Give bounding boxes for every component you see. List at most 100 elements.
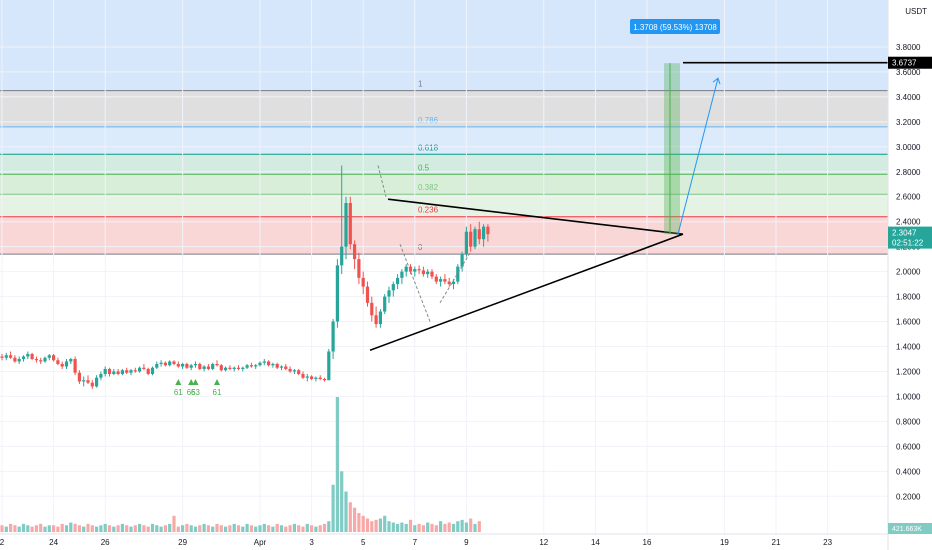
volume-bar [133, 525, 137, 532]
candle-body [34, 358, 38, 361]
candle-body [439, 279, 443, 282]
volume-bar [241, 526, 245, 532]
triangle-upper-trendline[interactable] [387, 198, 684, 235]
dashed-path [399, 243, 431, 322]
volume-bar [163, 525, 167, 532]
time-tick-label: 9 [464, 538, 469, 547]
price-axis[interactable]: USDT 0.2000 0.4000 0.6000 0.8000 1.0000 1.2000… [887, 0, 932, 550]
fib-extension-zone [0, 0, 888, 91]
candle-body [77, 372, 81, 382]
volume-bar [107, 525, 112, 532]
candle-body [103, 368, 107, 374]
volume-bar [13, 525, 17, 532]
volume-bar [120, 523, 124, 532]
candle-body [43, 357, 47, 362]
candle-body [361, 277, 365, 287]
volume-bar [103, 523, 107, 532]
candle-body [267, 361, 271, 366]
volume-bar [262, 523, 266, 532]
volume-bar [47, 525, 51, 532]
trade-arrow-icon [214, 379, 220, 385]
candle-body [82, 380, 86, 382]
candle-body [482, 226, 486, 240]
candle-body [327, 351, 331, 381]
volume-bar [430, 523, 434, 532]
volume-label: 421.663K [892, 526, 922, 533]
candle-body [95, 377, 99, 387]
candle-body [249, 365, 253, 367]
volume-bar [421, 525, 425, 532]
candle-body [344, 202, 348, 247]
candle-body [198, 363, 202, 369]
volume-bar [155, 525, 159, 532]
price-tick-label: 2.6000 [896, 193, 921, 202]
trend-drawings[interactable]: 1.3708 (59.53%) 13708 [369, 19, 888, 352]
volume-bar [99, 525, 103, 532]
volume-bar [125, 525, 129, 532]
volume-bar [181, 525, 185, 532]
volume-bar [378, 518, 382, 532]
trade-annotation-label: 63 [191, 388, 200, 397]
candle-body [378, 311, 382, 325]
fib-level-label: 0.236 [418, 206, 439, 215]
candle-body [279, 366, 284, 368]
candle-body [245, 365, 249, 368]
volume-bar [30, 526, 34, 532]
volume-bar [310, 525, 314, 532]
volume-bar [168, 523, 172, 532]
price-tick-label: 3.2000 [896, 118, 921, 127]
candle-body [159, 362, 163, 364]
price-tick-label: 2.4000 [896, 218, 921, 227]
candle-body [383, 296, 387, 312]
price-tick-label: 0.2000 [896, 492, 921, 501]
volume-bar [275, 523, 279, 532]
candle-body [297, 370, 301, 374]
time-tick-label: 24 [49, 538, 58, 547]
volume-bar [348, 502, 352, 532]
candle-body [17, 358, 21, 362]
grid-lines [0, 0, 888, 535]
candle-body [21, 356, 26, 359]
volume-bar [138, 523, 142, 532]
candle-body [258, 362, 262, 366]
price-range-measure[interactable] [664, 63, 680, 235]
candle-body [52, 355, 56, 361]
candle-body [241, 367, 245, 369]
volume-bar [365, 518, 370, 532]
volume-bar [327, 521, 331, 532]
volume-bar [198, 525, 202, 532]
price-tick-label: 1.2000 [896, 367, 921, 376]
trade-annotation-label: 65 [187, 388, 196, 397]
measure-label: 1.3708 (59.53%) 13708 [633, 23, 717, 32]
candle-body [73, 358, 77, 373]
volume-bar [249, 525, 253, 532]
volume-bar [361, 515, 365, 532]
volume-bar [228, 525, 232, 532]
projection-arrow[interactable] [677, 78, 719, 235]
volume-bar [400, 522, 404, 532]
candle-body [254, 365, 258, 367]
volume-bar [426, 522, 430, 532]
volume-bar [21, 523, 26, 532]
time-axis[interactable]: 2 24 26 29 Apr 3 5 7 9 12 14 16 19 21 23 [0, 533, 888, 547]
time-tick-label: 7 [413, 538, 418, 547]
candle-body [47, 355, 51, 358]
candle-body [219, 365, 223, 371]
candle-body [189, 365, 193, 368]
volume-bar [464, 522, 468, 532]
fib-level-label: 0.382 [418, 183, 439, 192]
candle-body [112, 371, 116, 374]
volume-bar [413, 525, 417, 532]
volume-bar [64, 525, 69, 532]
volume-bar [391, 522, 395, 532]
candle-body [107, 368, 112, 374]
candle-body [163, 362, 167, 366]
candle-body [477, 229, 481, 240]
target-price-label: 3.6737 [892, 59, 917, 68]
fib-level-label: 0.786 [418, 116, 439, 125]
volume-bar [469, 518, 473, 532]
triangle-lower-trendline[interactable] [369, 233, 684, 352]
fib-level-label: 0.5 [418, 163, 430, 172]
candle-body [288, 368, 292, 372]
